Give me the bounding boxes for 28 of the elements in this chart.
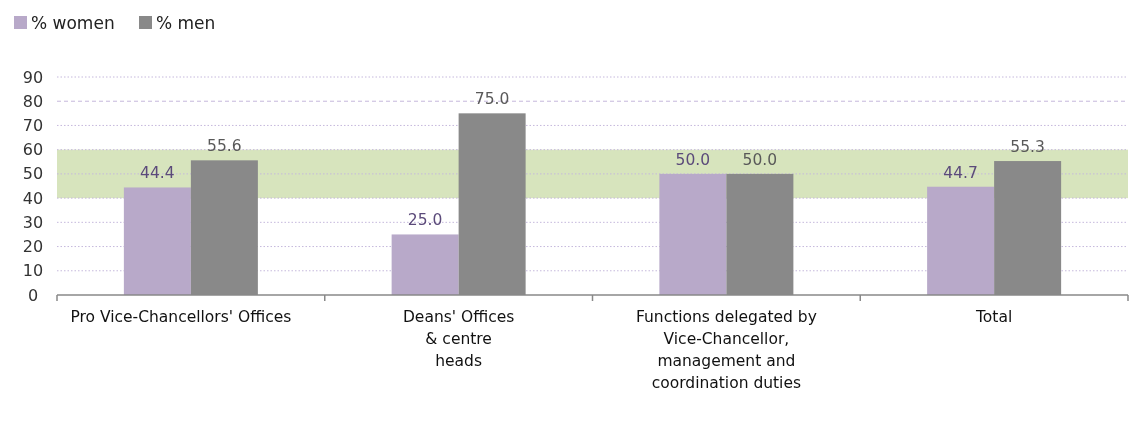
y-tick-label: 40 [22,188,44,208]
y-tick-label: 60 [22,140,44,160]
bar [391,234,459,295]
y-tick-label: 10 [22,261,44,281]
x-tick-label: Deans' Offices & centre heads [402,308,515,370]
bar [123,187,191,295]
data-label: 55.3 [1010,138,1045,157]
y-tick-label: 70 [22,116,44,136]
y-tick-label: 90 [22,67,44,87]
x-tick-label: Functions delegated by Vice-Chancellor, management and coordination duties [635,308,817,392]
data-label: 44.4 [140,164,175,183]
data-label: 50.0 [742,150,778,169]
data-label: 50.0 [675,150,711,169]
y-tick-label: 80 [22,91,44,111]
data-label: 75.0 [474,90,510,109]
y-tick-label: 0 [27,285,39,305]
data-label: 25.0 [407,211,443,230]
data-label: 55.6 [207,137,242,156]
x-tick-label: Pro Vice-Chancellors' Offices [70,308,292,326]
y-tick-label: 20 [22,237,44,257]
y-tick-label: 30 [22,212,44,232]
data-label: 44.7 [943,163,978,182]
y-tick-label: 50 [22,164,44,184]
bar [659,173,727,295]
bar [927,186,995,295]
legend-label: % women [31,12,115,33]
legend-label: % men [156,12,216,33]
x-tick-label: Total [975,308,1013,326]
